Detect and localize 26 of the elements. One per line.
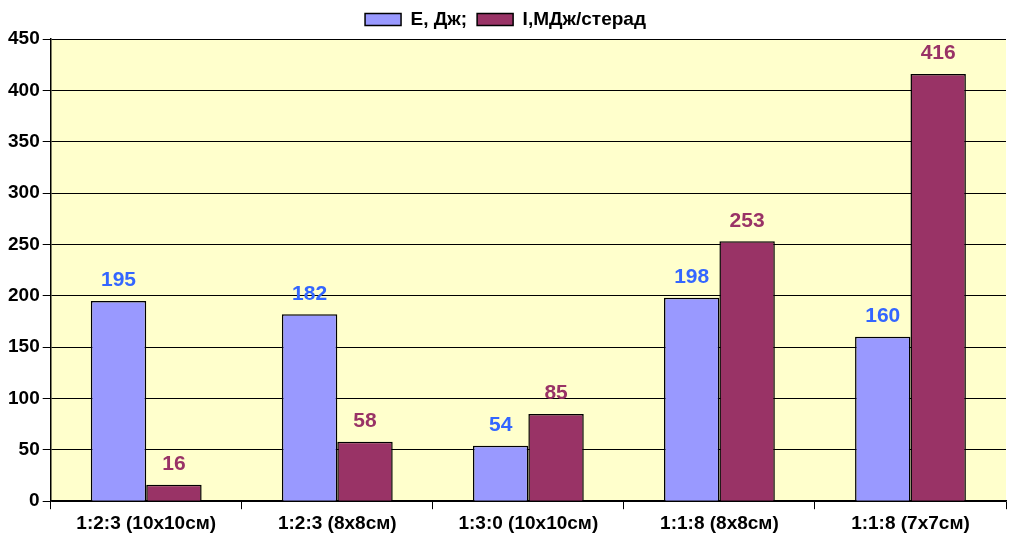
y-tick-label: 50	[18, 438, 40, 460]
data-label: 16	[162, 451, 186, 475]
x-tick-label: 1:1:8 (8x8см)	[660, 511, 779, 533]
data-label: 253	[729, 207, 765, 231]
y-tick-label: 0	[29, 489, 40, 511]
y-tick-label: 150	[8, 335, 40, 357]
y-tick-label: 350	[8, 129, 40, 151]
data-label: 58	[353, 407, 377, 431]
x-tick-label: 1:1:8 (7x7см)	[851, 511, 970, 533]
y-tick-label: 100	[8, 386, 40, 408]
legend-label: I,МДж/стерад	[522, 7, 646, 29]
y-tick-label: 200	[8, 284, 40, 306]
x-tick-label: 1:3:0 (10x10см)	[458, 511, 599, 533]
x-tick-label: 1:2:3 (8x8см)	[277, 511, 397, 533]
data-label: 160	[865, 303, 901, 327]
y-tick-label: 250	[8, 232, 40, 254]
data-label: 54	[488, 412, 513, 436]
y-tick-label: 450	[8, 27, 40, 49]
x-tick-label: 1:2:3 (10x10см)	[76, 511, 217, 533]
legend-label: E, Дж;	[410, 7, 468, 29]
data-label: 85	[544, 380, 569, 404]
data-label: 195	[101, 267, 137, 291]
data-label: 198	[674, 264, 710, 288]
y-tick-label: 400	[8, 78, 40, 100]
y-tick-label: 300	[8, 181, 40, 203]
data-label: 416	[920, 40, 956, 64]
